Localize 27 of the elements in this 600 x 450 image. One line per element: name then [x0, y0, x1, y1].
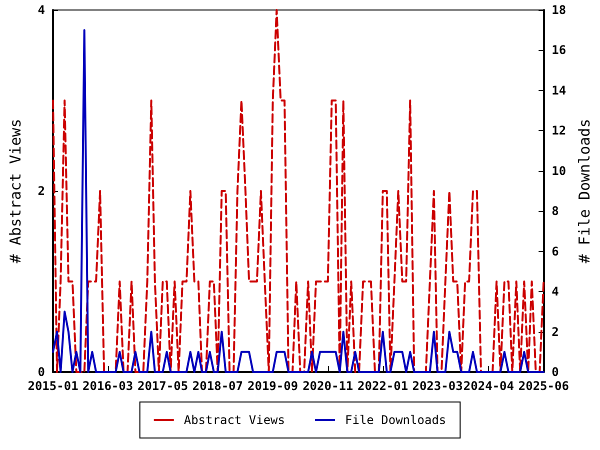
y2-tick-label: 14	[552, 83, 566, 98]
y-axis-title: # Abstract Views	[6, 118, 24, 264]
y2-tick-label: 16	[552, 43, 566, 58]
y2-tick-label: 18	[552, 3, 566, 17]
x-tick-label: 2022-01	[358, 379, 408, 393]
y2-tick-label: 12	[552, 124, 566, 138]
y2-tick-label: 8	[552, 204, 559, 218]
x-tick-label: 2016-03	[82, 379, 134, 393]
y2-tick-label: 2	[552, 324, 559, 339]
x-tick-label: 2018-07	[192, 379, 243, 393]
x-tick-label: 2020-11	[302, 379, 354, 393]
y2-tick-label: 10	[552, 164, 566, 178]
x-tick-label: 2019-09	[248, 379, 298, 393]
y-tick-label: 0	[38, 365, 45, 379]
x-tick-label: 2024-04	[463, 379, 514, 393]
x-tick-label: 2023-03	[412, 379, 463, 393]
y-tick-label: 2	[38, 184, 45, 198]
legend-label: File Downloads	[345, 413, 446, 427]
y2-axis-title: # File Downloads	[576, 118, 594, 264]
x-tick-label: 2025-06	[518, 379, 569, 393]
x-tick-label: 2015-01	[28, 379, 78, 393]
legend-label: Abstract Views	[184, 413, 286, 427]
y2-tick-label: 4	[552, 284, 559, 299]
x-tick-label: 2017-05	[137, 379, 188, 393]
y2-tick-label: 6	[552, 244, 559, 258]
y2-tick-label: 0	[552, 365, 559, 379]
y-tick-label: 4	[38, 3, 45, 17]
